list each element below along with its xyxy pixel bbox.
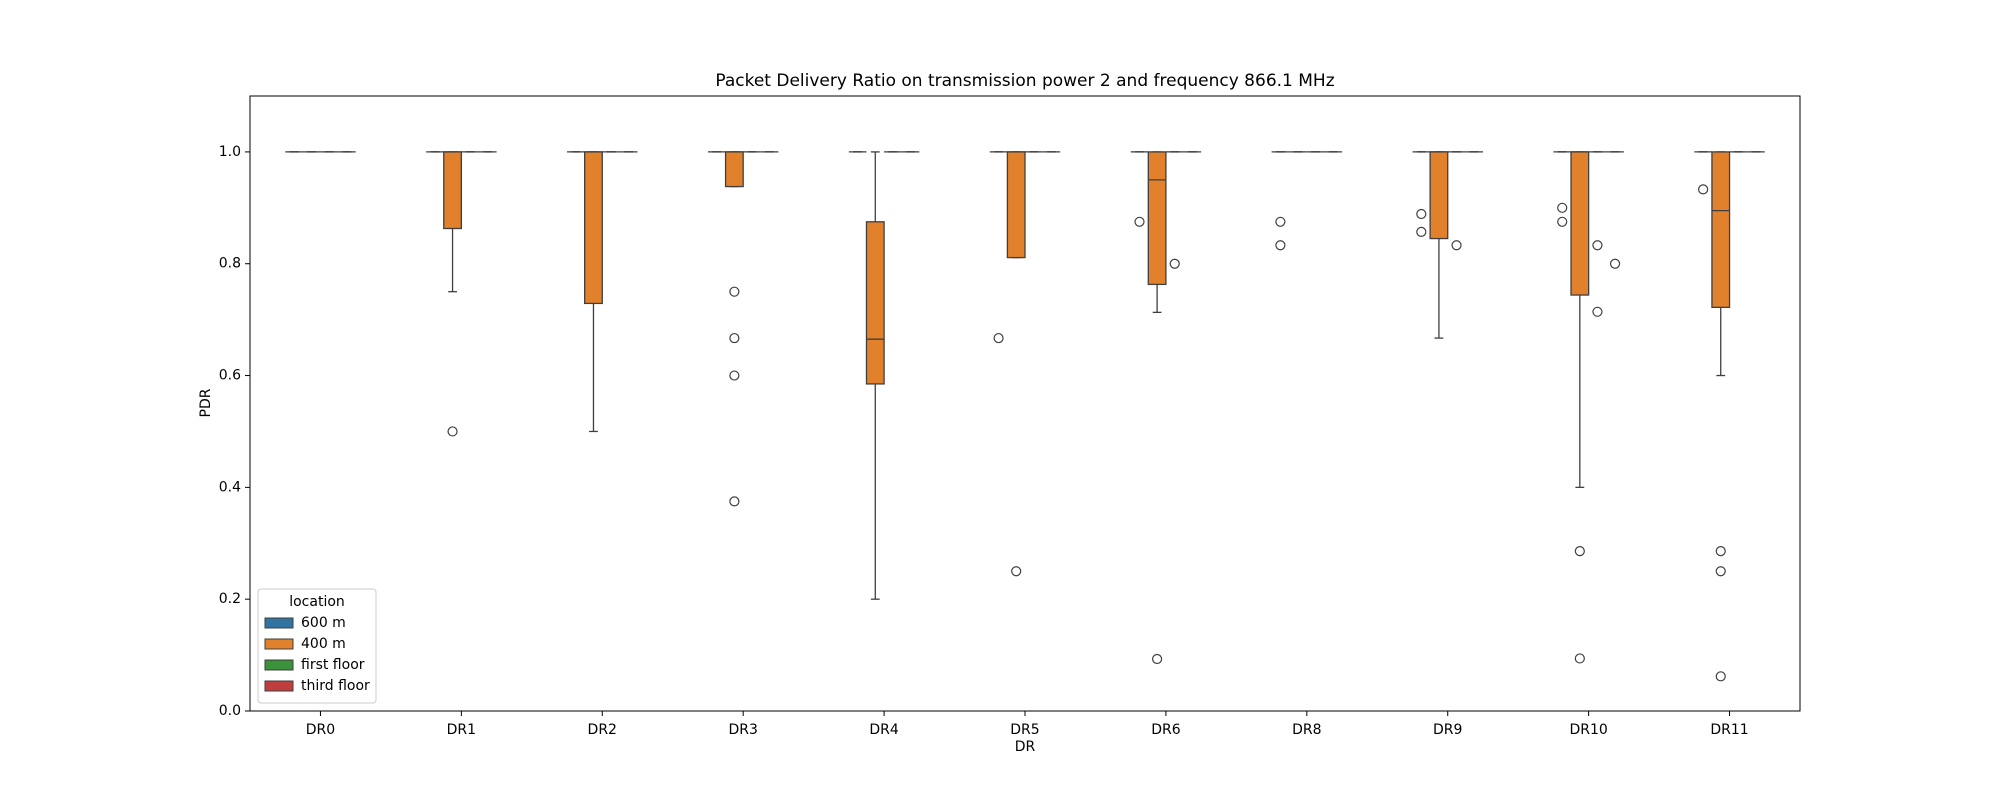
box xyxy=(724,151,744,188)
outlier xyxy=(1609,258,1621,269)
legend-swatch xyxy=(264,659,294,671)
outlier xyxy=(1275,216,1286,227)
outlier xyxy=(1574,653,1585,664)
outlier xyxy=(729,370,740,381)
outlier xyxy=(1416,226,1427,237)
x-tick-label: DR6 xyxy=(1151,722,1181,738)
chart-title: Packet Delivery Ratio on transmission po… xyxy=(715,71,1334,91)
outlier xyxy=(1715,545,1726,557)
legend-label: 400 m xyxy=(301,636,346,652)
outlier xyxy=(1592,306,1603,317)
outlier xyxy=(1134,216,1145,227)
y-tick-label: 0.6 xyxy=(219,368,241,384)
outlier xyxy=(1152,653,1163,665)
legend-title: location xyxy=(289,594,345,610)
legend-label: third floor xyxy=(301,678,370,694)
outlier xyxy=(729,496,740,507)
x-tick-label: DR1 xyxy=(447,722,476,738)
x-tick-label: DR2 xyxy=(588,722,617,738)
box xyxy=(443,151,463,230)
legend-label: first floor xyxy=(301,657,365,673)
outlier xyxy=(1715,566,1726,577)
box xyxy=(1147,151,1167,286)
y-axis-label: PDR xyxy=(198,388,214,417)
y-tick-label: 0.0 xyxy=(219,703,241,719)
plot-frame xyxy=(249,95,1801,712)
outlier xyxy=(1275,240,1286,251)
box xyxy=(584,151,603,305)
outlier xyxy=(1574,545,1585,557)
legend-label: 600 m xyxy=(301,615,346,631)
outlier xyxy=(1451,240,1462,251)
legend-swatch xyxy=(264,638,294,650)
outlier xyxy=(1557,202,1568,213)
x-tick-label: DR9 xyxy=(1433,722,1462,738)
legend-swatch xyxy=(264,617,294,629)
y-tick-label: 0.8 xyxy=(219,256,241,272)
outlier xyxy=(729,332,740,344)
outlier xyxy=(1715,671,1726,682)
y-tick-label: 0.2 xyxy=(219,591,241,607)
box xyxy=(1006,151,1026,259)
x-tick-label: DR0 xyxy=(306,722,335,738)
box xyxy=(1429,151,1449,240)
outlier xyxy=(1011,566,1022,577)
x-axis-label: DR xyxy=(1015,739,1036,755)
x-tick-label: DR8 xyxy=(1292,722,1321,738)
outlier xyxy=(729,286,740,297)
outlier xyxy=(1169,258,1180,269)
x-tick-label: DR11 xyxy=(1710,722,1748,738)
x-tick-label: DR5 xyxy=(1010,722,1039,738)
outlier xyxy=(447,426,458,437)
box xyxy=(1711,151,1731,308)
box xyxy=(865,221,885,385)
outlier xyxy=(1416,208,1427,220)
y-tick-label: 0.4 xyxy=(219,479,241,495)
box xyxy=(1570,151,1590,296)
outlier xyxy=(1592,240,1603,251)
y-tick-label: 1.0 xyxy=(219,144,241,160)
outlier xyxy=(1557,216,1568,227)
x-tick-label: DR3 xyxy=(728,722,757,738)
x-tick-label: DR10 xyxy=(1569,722,1607,738)
outlier xyxy=(993,332,1004,344)
x-tick-label: DR4 xyxy=(869,722,899,738)
outlier xyxy=(1698,184,1709,195)
legend-swatch xyxy=(264,680,294,692)
